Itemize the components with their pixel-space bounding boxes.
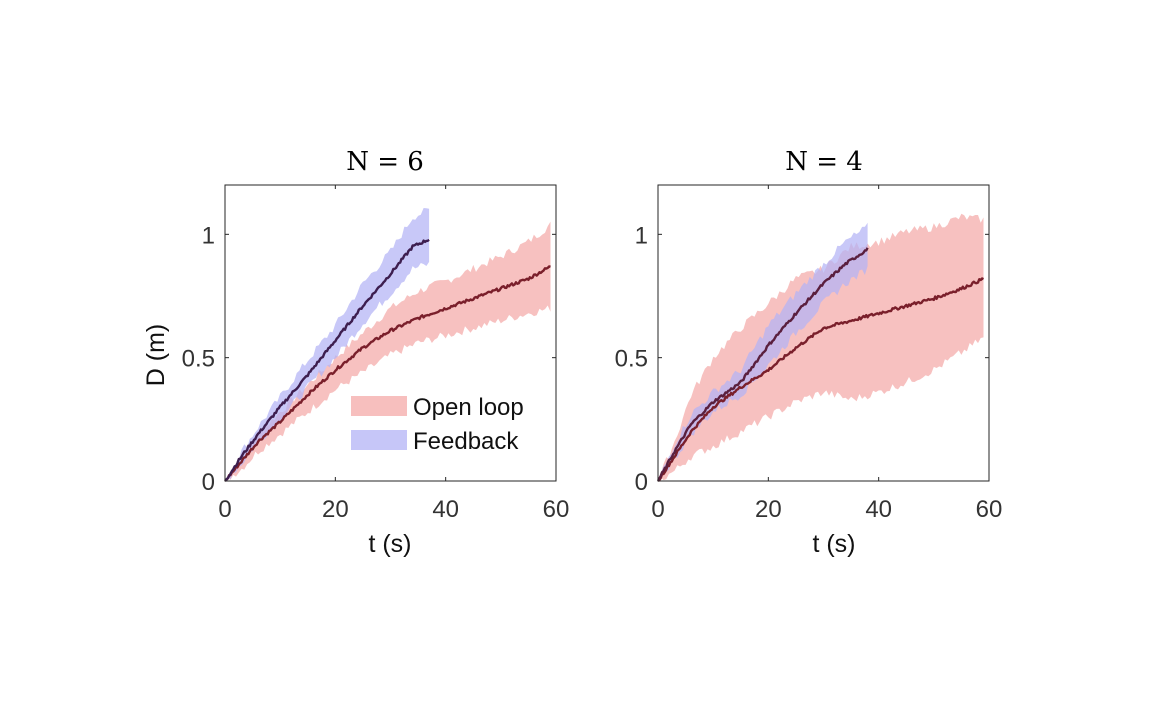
series-line-feedback — [224, 238, 430, 482]
series-line-open-loop — [657, 277, 984, 482]
axis-ticks: 0 20 40 60 0 0.5 1 — [182, 185, 570, 523]
y-tick-label: 0 — [202, 469, 215, 496]
x-axis-label: t (s) — [368, 530, 411, 558]
x-tick-label: 40 — [865, 496, 892, 523]
chart-title: N = 6 — [346, 147, 424, 177]
x-tick-label: 20 — [755, 496, 782, 523]
legend-label-open-loop: Open loop — [413, 394, 524, 421]
x-tick-label: 20 — [322, 496, 349, 523]
band-open-loop — [658, 213, 984, 482]
x-tick-label: 60 — [543, 496, 570, 523]
axes-box — [224, 184, 557, 482]
series-line-open-loop — [224, 265, 551, 482]
axis-ticks: 0 20 40 60 0 0.5 1 — [615, 185, 1003, 523]
chart-panel-n4: N = 4 t (s) 0 20 40 60 0 0.5 1 — [615, 147, 1003, 558]
x-axis-label: t (s) — [812, 530, 855, 558]
chart-panel-n6: N = 6 t (s) D (m) 0 20 40 60 0 0.5 1 Open loop… — [142, 147, 569, 558]
y-axis-label: D (m) — [142, 324, 170, 386]
plot-area — [656, 213, 984, 482]
x-tick-label: 40 — [432, 496, 459, 523]
band-open-loop — [225, 221, 551, 481]
chart-title: N = 4 — [785, 147, 863, 177]
x-tick-label: 0 — [651, 496, 664, 523]
y-tick-label: 0.5 — [615, 346, 648, 373]
plot-area — [224, 208, 551, 482]
y-tick-label: 1 — [635, 222, 648, 249]
y-tick-label: 0.5 — [182, 346, 215, 373]
axes-box — [657, 184, 990, 482]
x-tick-label: 0 — [218, 496, 231, 523]
y-tick-label: 0 — [635, 469, 648, 496]
legend: Open loop Feedback — [351, 394, 524, 455]
legend-swatch-feedback — [351, 430, 407, 450]
series-line-feedback — [656, 247, 869, 482]
legend-swatch-open-loop — [351, 396, 407, 416]
x-tick-label: 60 — [976, 496, 1003, 523]
y-tick-label: 1 — [202, 222, 215, 249]
legend-label-feedback: Feedback — [413, 428, 519, 455]
